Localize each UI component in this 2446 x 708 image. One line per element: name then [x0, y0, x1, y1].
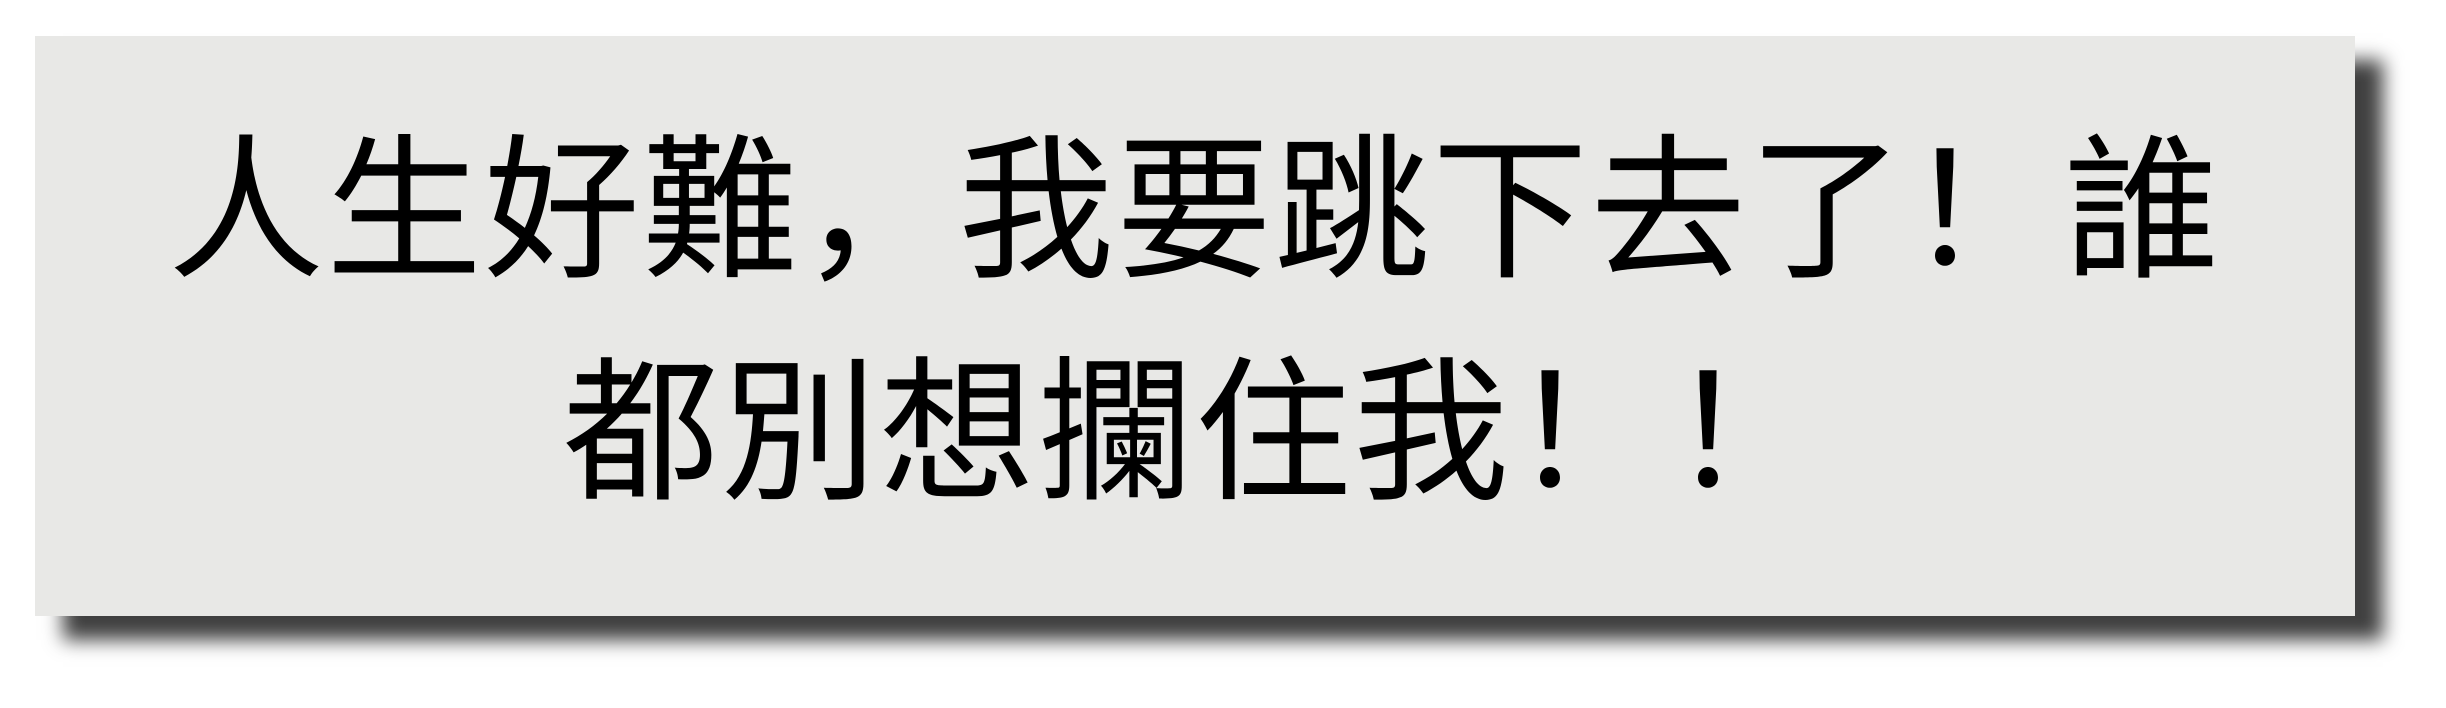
banner-text-line-1: 人生好難，我要跳下去了！誰	[168, 120, 2222, 302]
text-banner: 人生好難，我要跳下去了！誰 都別想攔住我！！	[35, 36, 2355, 616]
banner-text-line-2: 都別想攔住我！！	[563, 342, 1827, 524]
